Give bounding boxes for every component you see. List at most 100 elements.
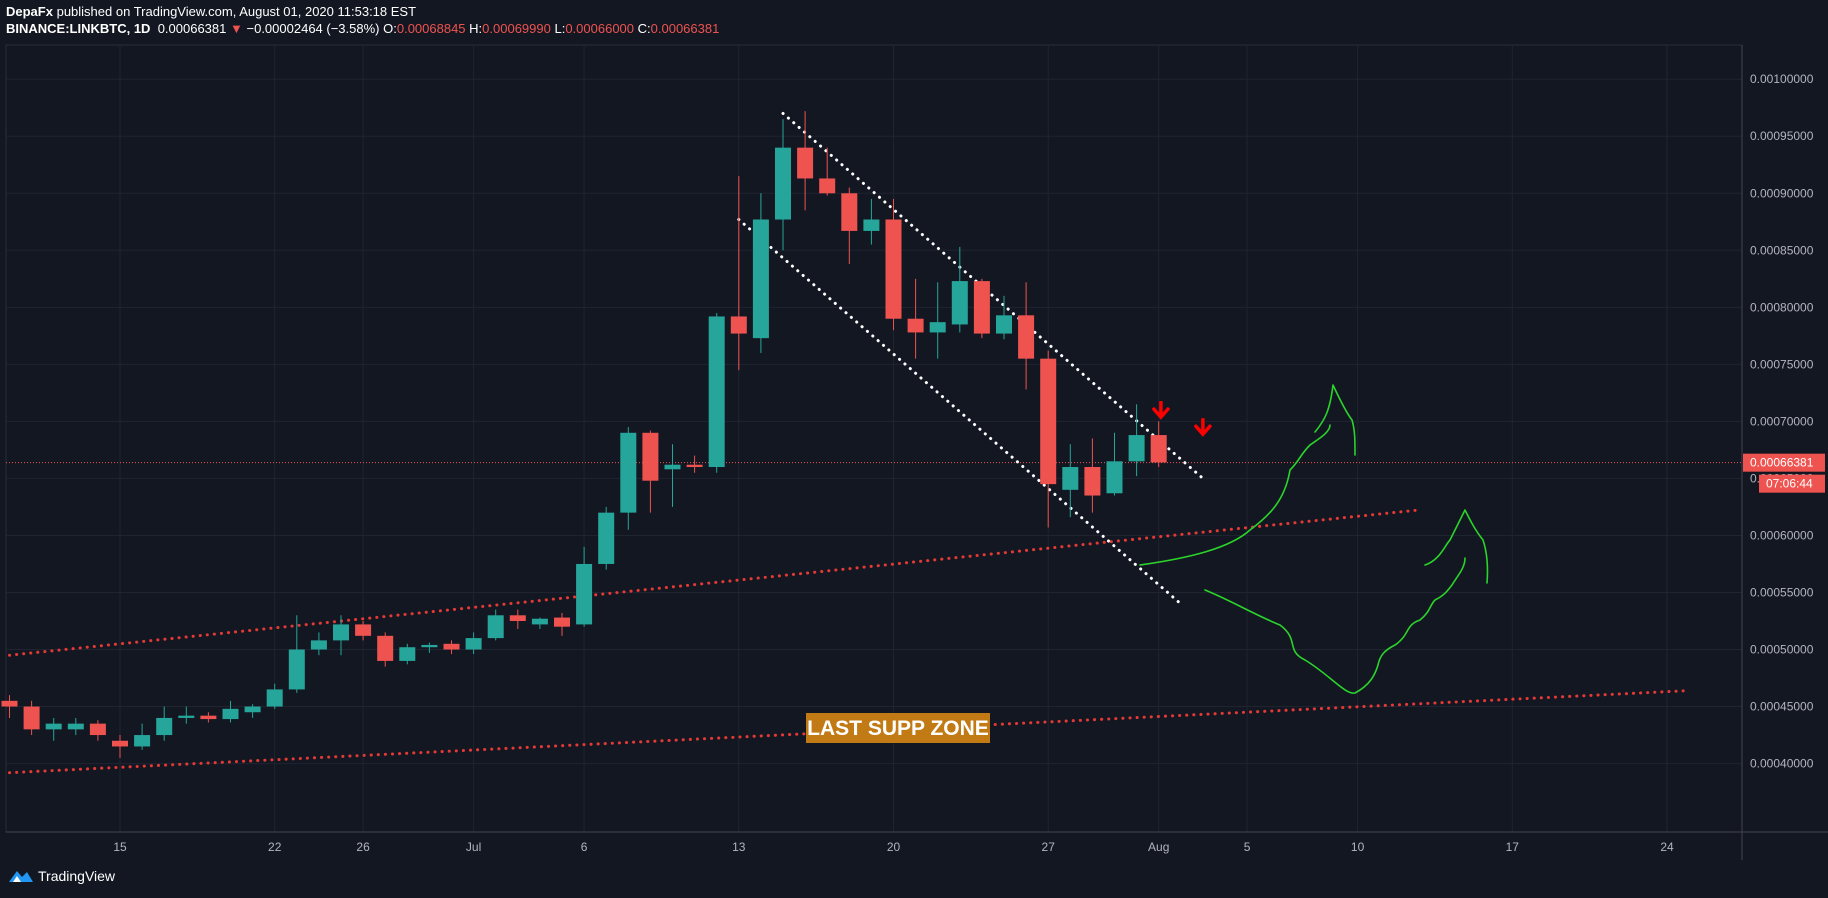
x-tick-label: 20: [887, 840, 901, 854]
last-price-badge-label: 0.00066381: [1750, 456, 1814, 470]
candle-body[interactable]: [355, 624, 372, 636]
candle-body[interactable]: [576, 563, 593, 625]
candle-body[interactable]: [487, 615, 504, 639]
candle-body[interactable]: [929, 322, 946, 333]
candle-body[interactable]: [907, 318, 924, 333]
white-channel-trendline[interactable]: [781, 111, 1205, 480]
open-value: 0.00068845: [396, 21, 466, 36]
candle-body[interactable]: [1062, 467, 1079, 490]
candle-body[interactable]: [819, 178, 836, 194]
support-zone-label: LAST SUPP ZONE: [807, 717, 989, 740]
plot-area[interactable]: [5, 44, 1743, 833]
x-tick-label: Aug: [1148, 840, 1169, 854]
candle-body[interactable]: [1018, 315, 1035, 359]
red-support-trendline[interactable]: [8, 508, 1417, 657]
tradingview-branding[interactable]: TradingView: [8, 868, 115, 884]
y-tick-label: 0.00050000: [1750, 643, 1814, 657]
candle-body[interactable]: [841, 193, 858, 231]
candle-body[interactable]: [156, 717, 173, 736]
candle-body[interactable]: [686, 464, 703, 468]
x-tick-label: 26: [356, 840, 370, 854]
candle-body[interactable]: [973, 281, 990, 334]
candle-body[interactable]: [45, 723, 62, 730]
y-tick-label: 0.00055000: [1750, 585, 1814, 599]
candle-body[interactable]: [730, 316, 747, 334]
countdown-badge-label: 07:06:44: [1766, 477, 1813, 491]
y-tick-label: 0.00045000: [1750, 700, 1814, 714]
candle-body[interactable]: [377, 635, 394, 661]
x-tick-label: 27: [1042, 840, 1056, 854]
countdown-badge: [1759, 474, 1825, 493]
x-tick-label: 15: [113, 840, 127, 854]
brand-name: TradingView: [38, 868, 116, 884]
candle-body[interactable]: [996, 315, 1012, 334]
candle-body[interactable]: [23, 706, 40, 730]
candle-body[interactable]: [112, 740, 128, 747]
last-price-badge: [1743, 453, 1825, 472]
candle-body[interactable]: [1150, 435, 1167, 463]
y-tick-label: 0.00075000: [1750, 357, 1814, 371]
candle-body[interactable]: [775, 147, 791, 220]
candle-body[interactable]: [642, 432, 659, 481]
candle-body[interactable]: [134, 735, 151, 747]
x-tick-label: Jul: [466, 840, 481, 854]
candle-body[interactable]: [244, 706, 261, 713]
candle-body[interactable]: [200, 715, 217, 720]
candle-body[interactable]: [951, 281, 968, 325]
y-tick-label: 0.00060000: [1750, 528, 1814, 542]
x-tick-label: 5: [1244, 840, 1251, 854]
candle-body[interactable]: [1040, 358, 1057, 485]
y-tick-label: 0.00085000: [1750, 243, 1814, 257]
y-tick-label: 0.00100000: [1750, 72, 1814, 86]
high-value: 0.00069990: [482, 21, 551, 36]
sketch-projection-line: [1424, 509, 1489, 584]
ohlc-legend: BINANCE:LINKBTC, 1D 0.00066381 ▼ −0.0000…: [6, 21, 719, 36]
candle-body[interactable]: [620, 432, 637, 513]
candle-body[interactable]: [797, 147, 814, 179]
candle-body[interactable]: [465, 638, 482, 650]
candle-body[interactable]: [443, 643, 460, 650]
y-tick-label: 0.00040000: [1750, 757, 1814, 771]
published-text: published on TradingView.com, August 01,…: [56, 4, 417, 19]
candle-body[interactable]: [266, 689, 283, 707]
candle-body[interactable]: [863, 219, 880, 231]
y-tick-label: 0.00080000: [1750, 300, 1814, 314]
candle-body[interactable]: [708, 316, 725, 468]
candle-body[interactable]: [1084, 467, 1101, 496]
support-zone-label-box[interactable]: [806, 713, 990, 743]
candle-body[interactable]: [310, 640, 327, 650]
x-tick-label: 10: [1351, 840, 1365, 854]
candle-body[interactable]: [531, 618, 548, 625]
y-tick-label: 0.00090000: [1750, 186, 1814, 200]
sketch-projection-line: [1314, 384, 1356, 456]
candle-body[interactable]: [1128, 435, 1145, 462]
x-tick-label: 6: [581, 840, 588, 854]
candle-body[interactable]: [554, 617, 570, 627]
candle-body[interactable]: [178, 715, 195, 718]
candle-body[interactable]: [288, 649, 305, 690]
tradingview-logo-icon: [9, 871, 33, 882]
x-tick-label: 17: [1506, 840, 1520, 854]
candle-body[interactable]: [885, 219, 902, 319]
sketch-projection-line: [1139, 424, 1331, 566]
candle-body[interactable]: [1106, 461, 1123, 494]
candle-body[interactable]: [664, 464, 681, 470]
candle-body[interactable]: [752, 219, 769, 339]
symbol-label[interactable]: BINANCE:LINKBTC, 1D: [6, 21, 151, 36]
x-tick-label: 22: [268, 840, 282, 854]
candle-body[interactable]: [399, 647, 416, 661]
low-value: 0.00066000: [565, 21, 635, 36]
candle-body[interactable]: [1, 700, 18, 707]
candle-body[interactable]: [222, 708, 239, 720]
price-change: −0.00002464 (−3.58%): [246, 21, 380, 36]
candle-body[interactable]: [333, 624, 349, 641]
author-name[interactable]: DepaFx: [6, 4, 53, 19]
candle-body[interactable]: [421, 644, 438, 648]
candle-body[interactable]: [89, 723, 106, 736]
candle-body[interactable]: [67, 723, 84, 730]
candle-body[interactable]: [509, 615, 526, 621]
candle-body[interactable]: [598, 512, 615, 564]
high-label: H:: [469, 21, 483, 36]
red-down-arrow-icon: [1152, 407, 1170, 420]
